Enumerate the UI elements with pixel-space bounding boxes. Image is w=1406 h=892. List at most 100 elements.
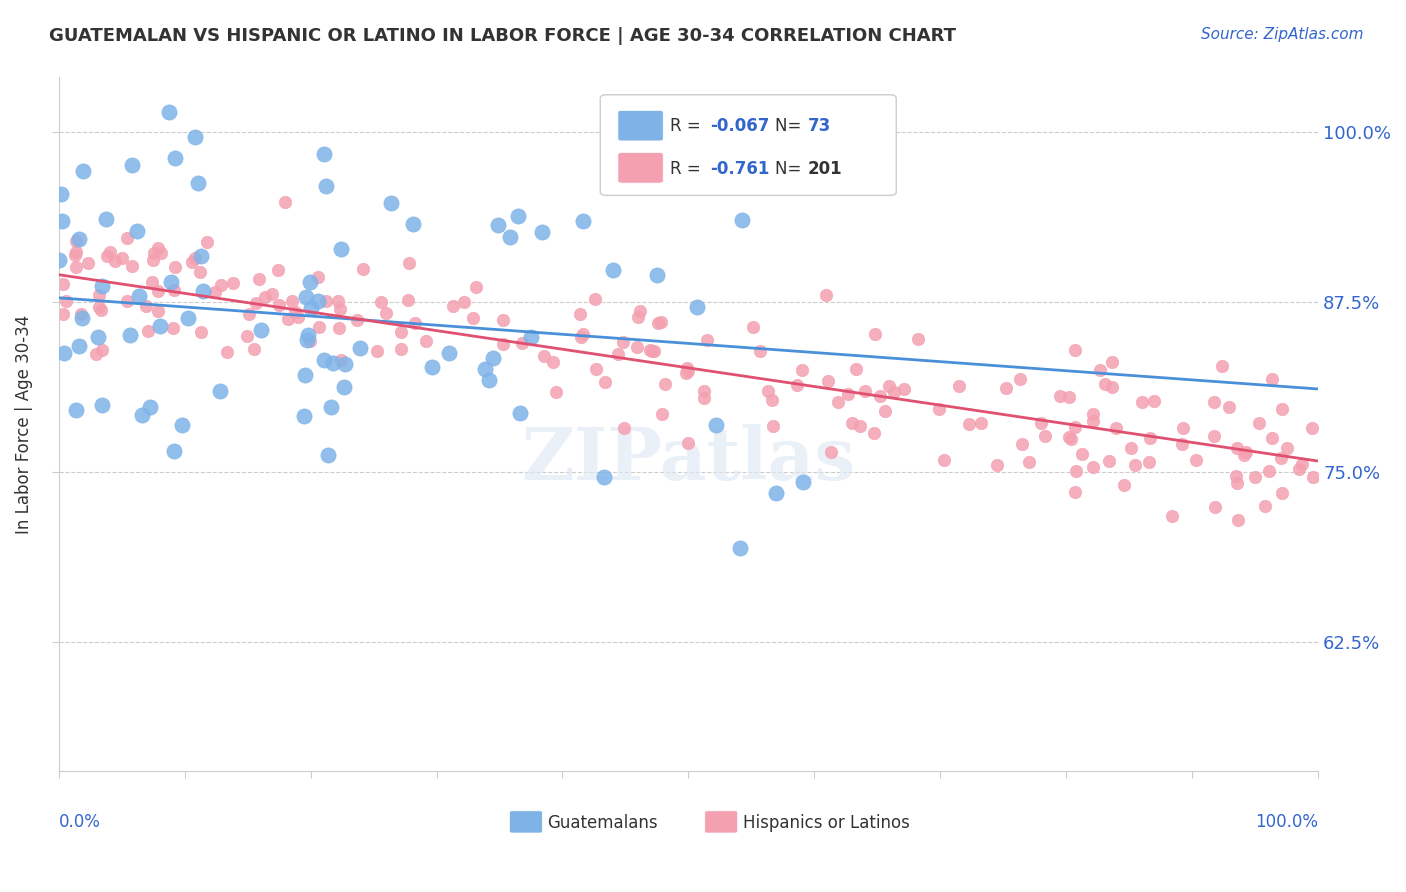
Text: Source: ZipAtlas.com: Source: ZipAtlas.com (1201, 27, 1364, 42)
Point (728, 541, 751, 555)
Point (110, 251, 132, 265)
Point (190, 326, 212, 340)
Point (841, 416, 863, 430)
Point (1185, 453, 1208, 467)
Point (121, 158, 143, 172)
Point (333, 380, 356, 394)
Point (1301, 421, 1323, 435)
Point (52, 277, 75, 292)
Point (170, 418, 193, 433)
Point (441, 299, 464, 313)
Point (307, 269, 329, 284)
Point (127, 224, 149, 238)
Point (696, 333, 718, 347)
Point (136, 324, 159, 338)
Point (686, 300, 709, 314)
Point (873, 403, 896, 417)
Point (87, 330, 110, 344)
Text: R =: R = (669, 118, 706, 136)
Point (1271, 401, 1294, 416)
Point (67, 339, 90, 353)
Point (162, 321, 184, 335)
Point (845, 362, 868, 376)
Point (141, 275, 163, 289)
Point (1081, 459, 1104, 474)
Point (312, 146, 335, 161)
Point (90, 343, 112, 358)
Point (312, 352, 335, 367)
Point (837, 387, 859, 401)
Point (70, 307, 93, 321)
Point (90, 302, 112, 317)
Point (277, 311, 299, 326)
Point (415, 334, 437, 348)
Point (817, 374, 839, 388)
Point (568, 307, 591, 321)
Point (583, 292, 606, 306)
Point (848, 418, 870, 433)
Point (142, 245, 165, 260)
Point (298, 275, 321, 289)
Point (1119, 441, 1142, 455)
Point (84, 347, 107, 361)
Point (607, 347, 630, 361)
Point (402, 217, 425, 231)
Point (1018, 455, 1040, 469)
Point (602, 262, 624, 277)
Point (208, 384, 231, 399)
Point (142, 253, 165, 268)
Point (506, 209, 529, 223)
Point (329, 301, 352, 316)
Point (163, 283, 186, 297)
Point (499, 230, 522, 244)
Point (159, 104, 181, 119)
Point (65, 234, 87, 248)
Point (647, 316, 669, 330)
Point (195, 235, 218, 249)
Point (491, 313, 513, 327)
Point (238, 307, 260, 321)
Point (820, 444, 842, 458)
FancyBboxPatch shape (704, 811, 738, 833)
Point (316, 448, 339, 462)
Point (96, 249, 118, 263)
Point (463, 311, 485, 326)
Point (612, 334, 634, 349)
Point (1226, 513, 1249, 527)
Point (453, 294, 475, 309)
Point (1057, 390, 1080, 404)
Point (465, 280, 488, 294)
Point (613, 420, 636, 434)
Point (307, 293, 329, 308)
Point (654, 377, 676, 392)
Point (1202, 428, 1225, 442)
FancyBboxPatch shape (617, 153, 664, 183)
Point (135, 299, 157, 313)
Point (146, 241, 169, 255)
Point (146, 284, 169, 298)
Point (204, 285, 226, 299)
Point (756, 384, 779, 399)
Point (55, 293, 77, 308)
Point (294, 368, 316, 383)
Point (1101, 354, 1123, 368)
Point (1288, 462, 1310, 476)
Point (48, 252, 70, 267)
Point (104, 254, 127, 268)
Point (879, 379, 901, 393)
Point (1088, 363, 1111, 377)
Point (1083, 407, 1105, 421)
Text: -0.067: -0.067 (710, 118, 769, 136)
Point (509, 407, 531, 421)
Point (492, 337, 515, 351)
Point (1064, 343, 1087, 357)
Point (329, 353, 352, 368)
Point (731, 213, 754, 227)
Point (77, 255, 100, 269)
Text: N=: N= (775, 160, 807, 178)
Point (245, 296, 267, 310)
Point (193, 285, 215, 299)
Point (349, 341, 371, 355)
Point (89, 300, 111, 314)
Point (52, 307, 75, 321)
